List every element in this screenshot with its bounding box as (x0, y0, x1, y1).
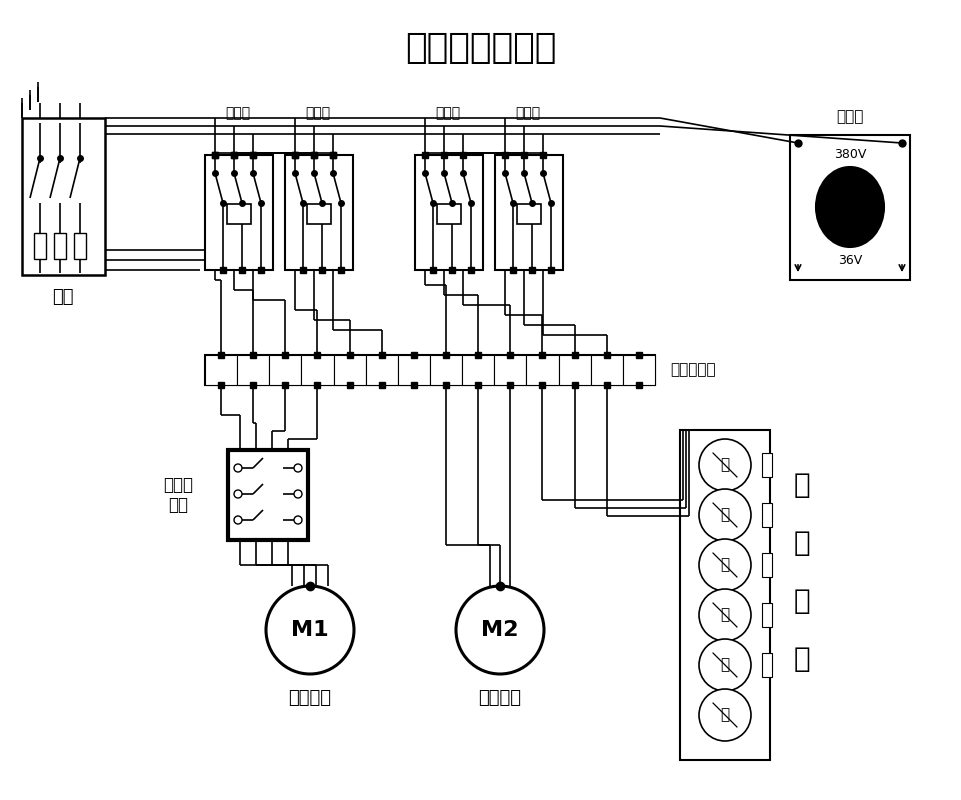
Bar (205, 155, 273, 270)
Text: 作: 作 (793, 529, 809, 557)
Bar (789, 135, 909, 280)
Circle shape (456, 586, 543, 674)
Bar (307, 204, 331, 224)
Circle shape (699, 539, 751, 591)
Text: 手: 手 (793, 587, 809, 615)
Circle shape (294, 516, 302, 524)
Text: M1: M1 (291, 620, 329, 640)
Bar (679, 430, 769, 760)
Text: 红: 红 (720, 507, 728, 522)
Bar (74, 233, 86, 259)
Bar (333, 355, 365, 385)
Bar (494, 355, 526, 385)
Bar (414, 155, 482, 270)
Text: 闸刀: 闸刀 (52, 288, 74, 306)
Bar (558, 355, 590, 385)
Bar (495, 155, 562, 270)
Bar (34, 233, 46, 259)
Circle shape (234, 490, 242, 498)
Text: 接触器: 接触器 (306, 106, 331, 120)
Text: 升降电机: 升降电机 (288, 689, 332, 707)
Bar (430, 355, 461, 385)
Text: 行走电机: 行走电机 (478, 689, 521, 707)
Circle shape (699, 689, 751, 741)
Bar (54, 233, 66, 259)
Ellipse shape (815, 167, 883, 247)
Bar (461, 355, 494, 385)
Text: 接触器: 接触器 (225, 106, 250, 120)
Bar (436, 204, 460, 224)
Text: 下: 下 (720, 607, 728, 622)
Bar (526, 355, 558, 385)
Circle shape (234, 516, 242, 524)
Circle shape (699, 639, 751, 691)
Text: 接触器: 接触器 (435, 106, 460, 120)
Text: 断火限
位器: 断火限 位器 (162, 475, 193, 514)
Bar (590, 355, 622, 385)
Bar (205, 355, 654, 385)
Bar (761, 603, 771, 627)
Circle shape (294, 490, 302, 498)
Bar (398, 355, 430, 385)
Text: 36V: 36V (837, 254, 861, 266)
Text: 右: 右 (720, 707, 728, 722)
Text: 操: 操 (793, 471, 809, 499)
Text: 接触器: 接触器 (515, 106, 540, 120)
Bar (237, 355, 269, 385)
Bar (516, 204, 540, 224)
Bar (622, 355, 654, 385)
Text: 绿: 绿 (720, 458, 728, 473)
Bar (284, 155, 353, 270)
Text: 380V: 380V (833, 149, 865, 162)
Bar (269, 355, 301, 385)
Circle shape (699, 589, 751, 641)
Text: 接线端子排: 接线端子排 (669, 362, 715, 378)
Circle shape (294, 464, 302, 472)
Bar (365, 355, 398, 385)
Bar (22, 118, 105, 275)
Text: 左: 左 (720, 658, 728, 673)
Text: 上: 上 (720, 558, 728, 573)
Text: 柄: 柄 (793, 645, 809, 673)
Text: M2: M2 (480, 620, 518, 640)
Bar (205, 355, 237, 385)
Text: 电动葫芦接线图: 电动葫芦接线图 (405, 31, 556, 65)
Circle shape (699, 489, 751, 541)
Bar (228, 450, 308, 540)
Circle shape (266, 586, 354, 674)
Bar (227, 204, 251, 224)
Circle shape (699, 439, 751, 491)
Text: 变压器: 变压器 (835, 110, 863, 125)
Circle shape (234, 464, 242, 472)
Bar (301, 355, 333, 385)
Bar (761, 553, 771, 577)
Bar (761, 453, 771, 477)
Bar (761, 653, 771, 677)
Bar (761, 503, 771, 527)
